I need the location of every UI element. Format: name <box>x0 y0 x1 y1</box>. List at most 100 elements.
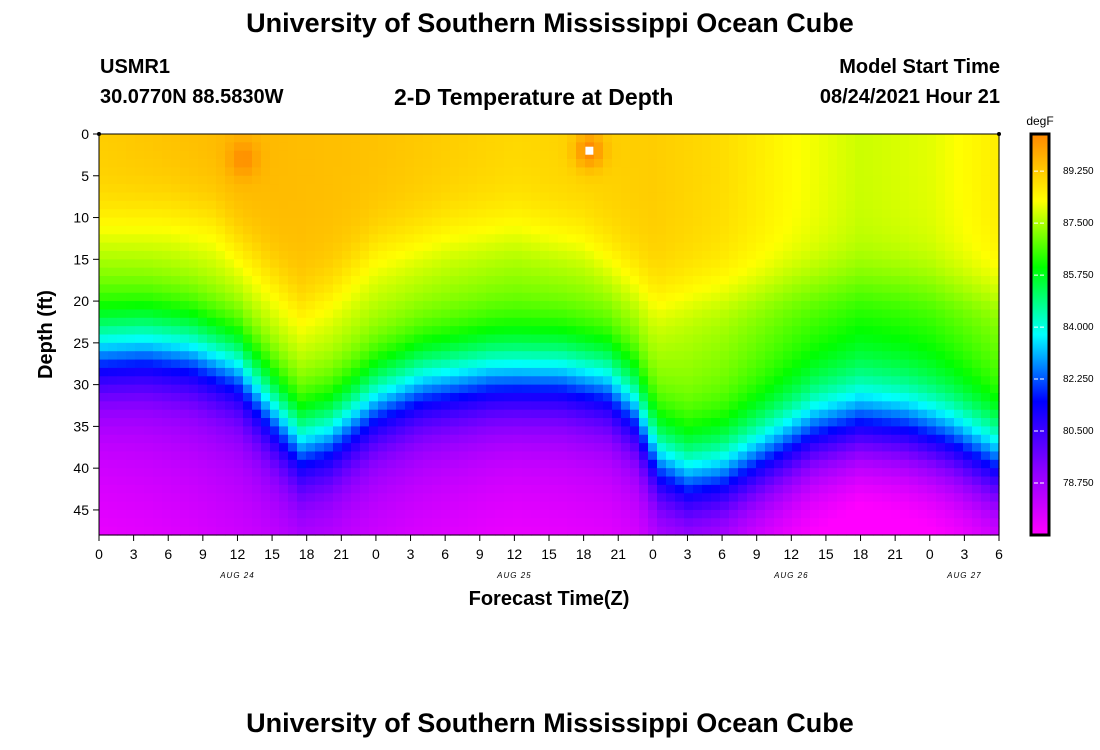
heatmap-cell <box>297 468 307 478</box>
heatmap-cell <box>162 468 172 478</box>
heatmap-cell <box>117 367 127 377</box>
heatmap-cell <box>747 301 757 311</box>
heatmap-cell <box>414 259 424 269</box>
heatmap-cell <box>486 234 496 244</box>
heatmap-cell <box>684 250 694 260</box>
heatmap-cell <box>801 142 811 152</box>
heatmap-cell <box>729 142 739 152</box>
heatmap-cell <box>567 509 577 519</box>
heatmap-cell <box>918 217 928 227</box>
heatmap-cell <box>846 367 856 377</box>
heatmap-cell <box>576 150 586 160</box>
heatmap-cell <box>612 334 622 344</box>
heatmap-cell <box>855 317 865 327</box>
heatmap-cell <box>495 301 505 311</box>
heatmap-cell <box>837 443 847 453</box>
heatmap-cell <box>738 234 748 244</box>
heatmap-cell <box>864 192 874 202</box>
heatmap-cell <box>675 200 685 210</box>
heatmap-cell <box>909 192 919 202</box>
heatmap-cell <box>639 309 649 319</box>
heatmap-cell <box>405 326 415 336</box>
heatmap-cell <box>270 225 280 235</box>
heatmap-cell <box>873 309 883 319</box>
heatmap-cell <box>981 150 991 160</box>
heatmap-cell <box>612 351 622 361</box>
heatmap-cell <box>945 159 955 169</box>
heatmap-cell <box>297 200 307 210</box>
heatmap-cell <box>225 351 235 361</box>
heatmap-cell <box>342 317 352 327</box>
heatmap-cell <box>252 276 262 285</box>
heatmap-cell <box>333 142 343 152</box>
heatmap-cell <box>477 509 487 519</box>
heatmap-cell <box>720 267 730 277</box>
heatmap-cell <box>792 284 802 294</box>
heatmap-cell <box>603 284 613 294</box>
heatmap-cell <box>567 209 577 219</box>
heatmap-cell <box>828 384 838 394</box>
heatmap-cell <box>99 334 109 344</box>
heatmap-cell <box>666 409 676 419</box>
heatmap-cell <box>252 459 262 469</box>
heatmap-cell <box>981 184 991 194</box>
heatmap-cell <box>288 209 298 219</box>
heatmap-cell <box>936 468 946 478</box>
heatmap-cell <box>837 342 847 352</box>
heatmap-cell <box>351 351 361 361</box>
heatmap-cell <box>189 501 199 511</box>
heatmap-cell <box>279 267 289 277</box>
heatmap-cell <box>747 459 757 469</box>
heatmap-cell <box>504 334 514 344</box>
heatmap-cell <box>522 234 532 244</box>
heatmap-cell <box>810 334 820 344</box>
heatmap-cell <box>927 267 937 277</box>
heatmap-cell <box>414 276 424 285</box>
heatmap-cell <box>684 234 694 244</box>
heatmap-cell <box>774 200 784 210</box>
heatmap-cell <box>144 134 154 143</box>
heatmap-cell <box>612 317 622 327</box>
heatmap-cell <box>288 267 298 277</box>
heatmap-cell <box>405 175 415 185</box>
heatmap-cell <box>252 184 262 194</box>
heatmap-cell <box>711 250 721 260</box>
heatmap-cell <box>243 184 253 194</box>
heatmap-cell <box>279 484 289 494</box>
heatmap-cell <box>747 418 757 427</box>
heatmap-cell <box>972 459 982 469</box>
heatmap-cell <box>135 309 145 319</box>
heatmap-cell <box>414 501 424 511</box>
heatmap-cell <box>819 217 829 227</box>
heatmap-cell <box>873 142 883 152</box>
heatmap-cell <box>603 376 613 386</box>
heatmap-cell <box>378 443 388 453</box>
heatmap-cell <box>396 301 406 311</box>
heatmap-cell <box>207 434 217 444</box>
heatmap-cell <box>423 167 433 177</box>
heatmap-cell <box>459 376 469 386</box>
heatmap-cell <box>576 367 586 377</box>
heatmap-cell <box>783 518 793 528</box>
heatmap-cell <box>882 134 892 143</box>
heatmap-cell <box>585 351 595 361</box>
heatmap-cell <box>153 234 163 244</box>
heatmap-cell <box>702 209 712 219</box>
heatmap-cell <box>234 200 244 210</box>
heatmap-cell <box>702 501 712 511</box>
heatmap-cell <box>423 225 433 235</box>
heatmap-cell <box>963 150 973 160</box>
heatmap-cell <box>729 184 739 194</box>
heatmap-cell <box>585 476 595 486</box>
heatmap-cell <box>801 518 811 528</box>
heatmap-cell <box>873 468 883 478</box>
heatmap-cell <box>954 518 964 528</box>
heatmap-cell <box>279 167 289 177</box>
heatmap-cell <box>594 259 604 269</box>
heatmap-cell <box>387 267 397 277</box>
heatmap-cell <box>135 392 145 402</box>
heatmap-cell <box>576 484 586 494</box>
heatmap-cell <box>180 443 190 453</box>
heatmap-cell <box>657 484 667 494</box>
heatmap-cell <box>468 342 478 352</box>
